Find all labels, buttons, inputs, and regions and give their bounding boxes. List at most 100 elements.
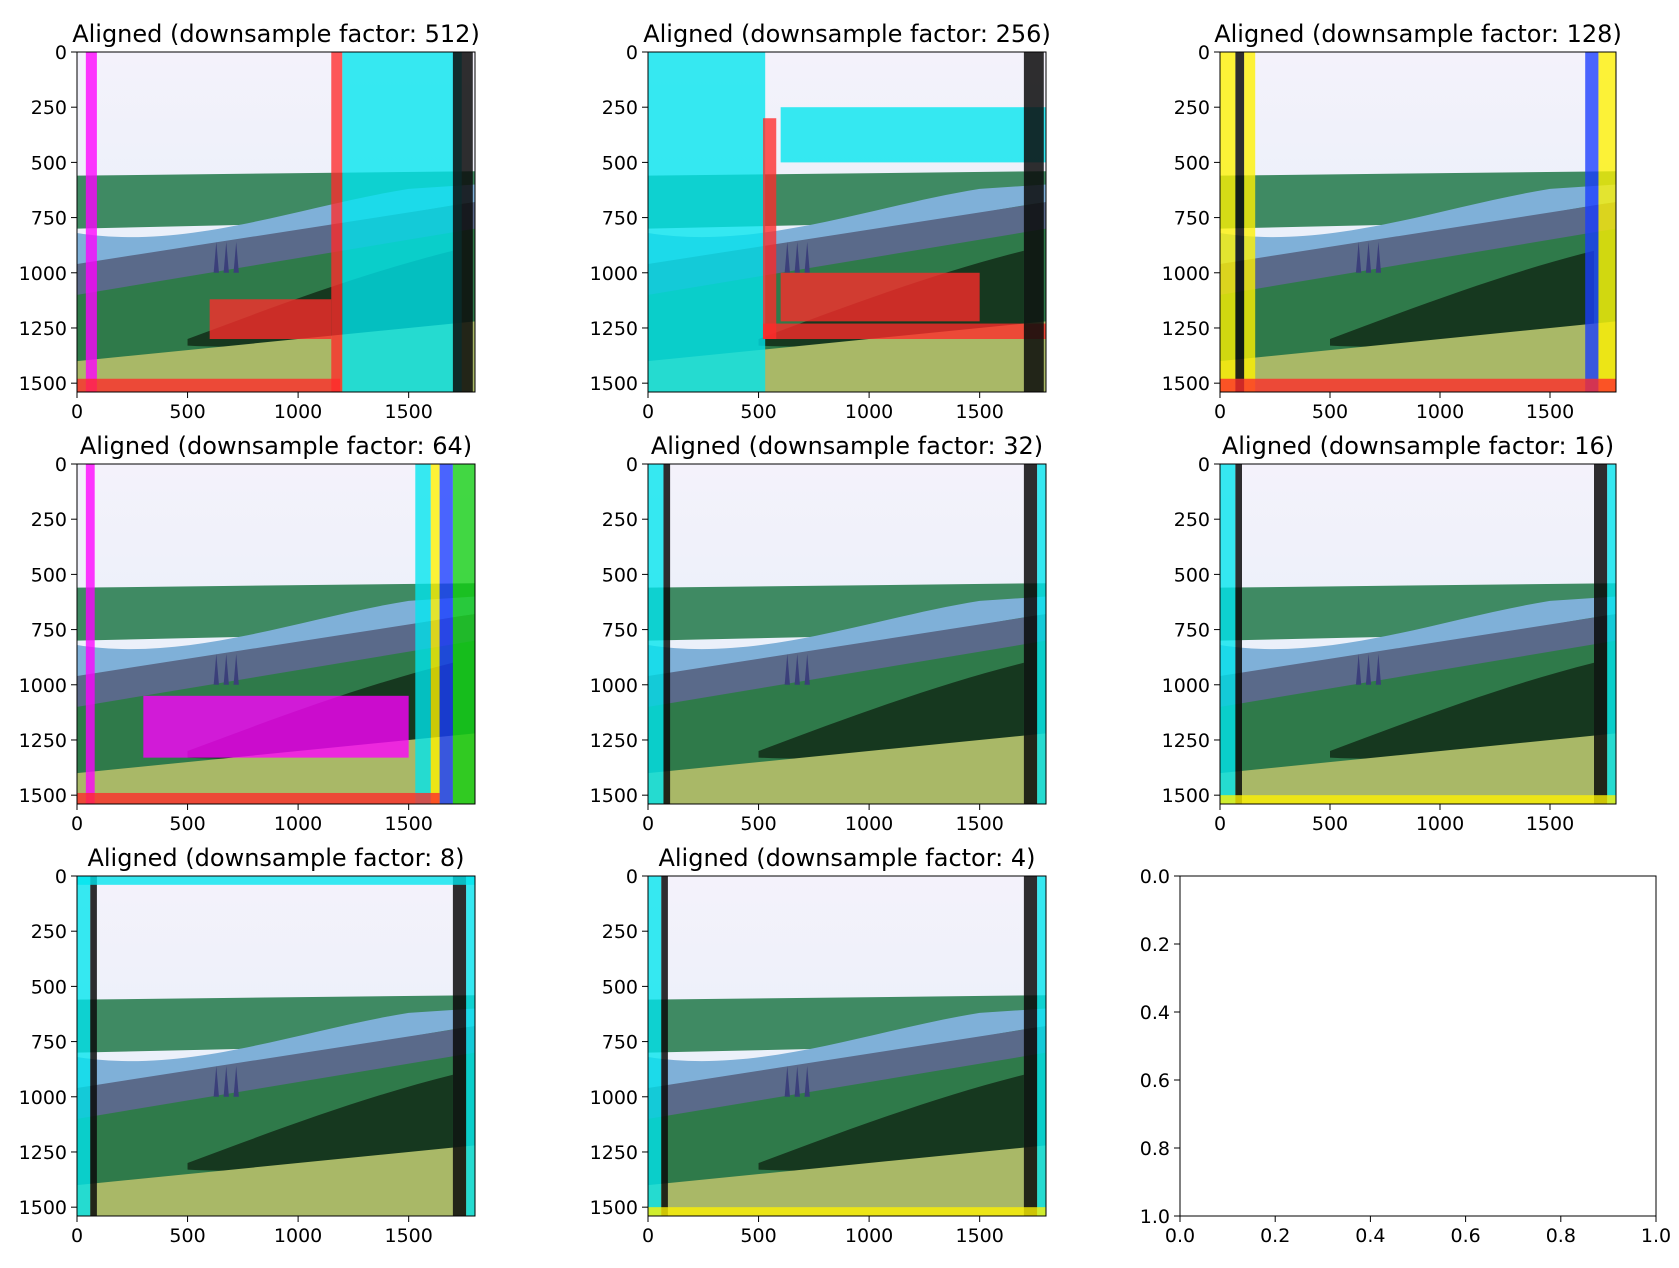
y-tick-label: 1500 — [590, 1197, 638, 1219]
church-spire — [233, 1065, 239, 1097]
artifact-band-red — [780, 272, 980, 322]
y-tick-label: 500 — [1174, 564, 1210, 586]
subplot-title: Aligned (downsample factor: 4) — [658, 844, 1035, 872]
y-tick-label: 500 — [602, 976, 638, 998]
y-tick-label: 0 — [626, 866, 638, 888]
artifact-band-black — [1023, 464, 1038, 804]
artifact-band-green — [452, 464, 475, 804]
x-tick-label: 1.0 — [1641, 1225, 1671, 1247]
church-spire — [784, 653, 790, 685]
x-tick-label: 1000 — [845, 1225, 893, 1247]
y-tick-label: 0 — [1198, 42, 1210, 64]
x-tick-label: 1000 — [274, 813, 322, 835]
y-tick-label: 250 — [31, 97, 67, 119]
y-tick-label: 750 — [602, 208, 638, 230]
church-spire — [784, 1065, 790, 1097]
church-spire — [213, 1065, 219, 1097]
church-spire — [1365, 241, 1372, 273]
x-tick-label: 500 — [740, 401, 776, 423]
artifact-band-cyan — [780, 107, 1046, 163]
x-tick-label: 1000 — [845, 813, 893, 835]
church-spire — [804, 653, 810, 685]
y-tick-label: 250 — [602, 921, 638, 943]
artifact-band-cyan — [648, 876, 662, 1216]
subplot-1: Aligned (downsample factor: 512)0 500 1000… — [19, 20, 480, 423]
x-tick-label: 0 — [71, 813, 83, 835]
church-spire — [794, 241, 800, 273]
y-tick-label: 750 — [1174, 620, 1210, 642]
artifact-band-blue — [439, 464, 453, 804]
y-tick-label: 250 — [1174, 97, 1210, 119]
artifact-band-magenta — [85, 52, 97, 392]
y-tick-label: 0.0 — [1140, 866, 1170, 888]
x-tick-label: 500 — [169, 813, 205, 835]
x-tick-label: 500 — [169, 401, 205, 423]
y-tick-label: 500 — [31, 152, 67, 174]
y-tick-label: 750 — [602, 1032, 638, 1054]
subplot-5: Aligned (downsample factor: 32) 0 500 1000 1… — [590, 432, 1047, 835]
artifact-band-cyan — [466, 876, 475, 1216]
church-spire — [223, 1065, 229, 1097]
river — [77, 1008, 475, 1088]
foreground-meadow — [648, 1145, 1046, 1216]
x-tick-label: 1500 — [384, 1225, 432, 1247]
subplot-title: Aligned (downsample factor: 16) — [1222, 432, 1614, 460]
subplot-title: Aligned (downsample factor: 32) — [651, 432, 1043, 460]
y-tick-label: 0 — [55, 866, 67, 888]
artifact-band-red — [77, 792, 440, 804]
image-content — [1220, 464, 1616, 804]
church-spire — [1355, 653, 1362, 685]
x-tick-label: 1500 — [955, 1225, 1003, 1247]
y-tick-label: 0 — [1198, 454, 1210, 476]
dark-forest — [758, 1074, 1024, 1171]
artifact-band-cyan — [648, 52, 766, 392]
church-spire — [233, 241, 239, 273]
church-spire — [223, 241, 229, 273]
x-tick-label: 1500 — [1526, 813, 1574, 835]
y-tick-label: 1500 — [19, 785, 67, 807]
artifact-band-black — [90, 876, 97, 1216]
artifact-band-magenta — [143, 695, 409, 758]
artifact-band-red — [77, 378, 341, 392]
artifact-band-yellow — [1220, 795, 1616, 804]
y-tick-label: 1500 — [590, 785, 638, 807]
river — [1220, 184, 1616, 264]
artifact-band-cyan — [415, 464, 431, 804]
axes-frame — [647, 875, 1047, 1217]
axes-frame — [1179, 875, 1657, 1217]
axes-frame — [1219, 463, 1617, 805]
artifact-band-cyan — [77, 876, 91, 1216]
x-tick-label: 500 — [740, 813, 776, 835]
y-tick-label: 0.6 — [1140, 1070, 1170, 1092]
river — [77, 596, 475, 676]
y-tick-label: 0 — [55, 454, 67, 476]
x-tick-label: 0 — [1214, 813, 1226, 835]
dark-forest — [1330, 250, 1594, 347]
church-spire — [1365, 653, 1372, 685]
image-content — [648, 464, 1046, 804]
church-spire — [223, 653, 229, 685]
y-tick-label: 500 — [31, 976, 67, 998]
image-content — [648, 876, 1046, 1216]
x-tick-label: 1500 — [384, 401, 432, 423]
subplot-4: Aligned (downsample factor: 64) 0 500 1000 1… — [19, 432, 476, 835]
x-tick-label: 0.6 — [1450, 1225, 1480, 1247]
dark-forest — [1330, 662, 1594, 759]
y-tick-label: 1000 — [19, 675, 67, 697]
subplot-title: Aligned (downsample factor: 64) — [80, 432, 472, 460]
y-tick-label: 1500 — [590, 373, 638, 395]
x-tick-label: 500 — [1312, 813, 1348, 835]
artifact-band-black — [663, 464, 671, 804]
church-spire — [794, 653, 800, 685]
x-tick-label: 500 — [740, 1225, 776, 1247]
subplot-3: Aligned (downsample factor: 128)0 500 1000… — [1162, 20, 1622, 423]
x-tick-label: 0 — [1214, 401, 1226, 423]
church-spire — [804, 241, 810, 273]
subplot-7: Aligned (downsample factor: 8) 0 500 1000 15… — [19, 844, 476, 1247]
y-tick-label: 1000 — [1162, 675, 1210, 697]
church-spire — [1355, 241, 1362, 273]
river — [648, 1008, 1046, 1088]
artifact-band-yellow — [1598, 52, 1616, 392]
x-tick-label: 0.0 — [1165, 1225, 1195, 1247]
subplot-2: Aligned (downsample factor: 256)0 500 1000… — [590, 20, 1051, 423]
